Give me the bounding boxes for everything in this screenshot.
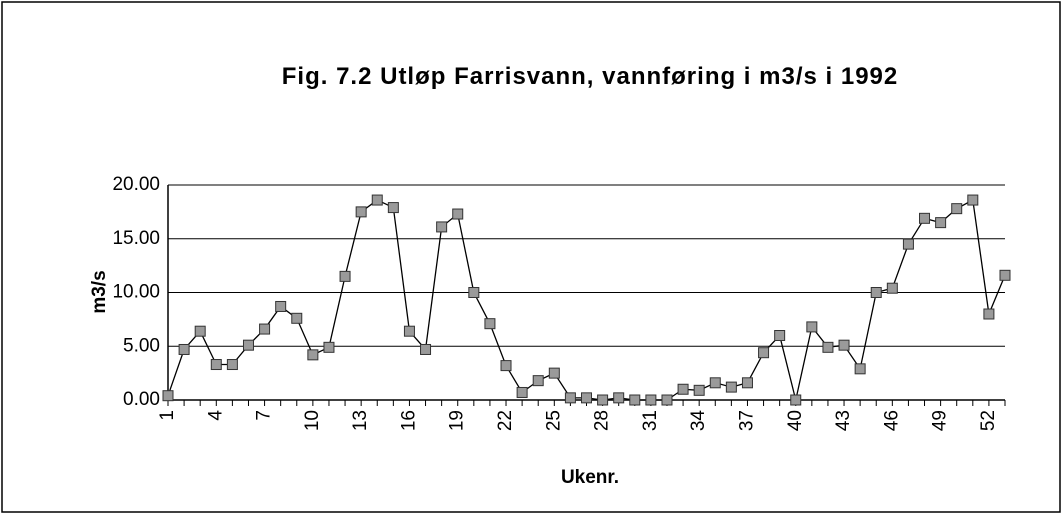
- x-tick-label: 19: [447, 410, 468, 431]
- x-tick-label: 25: [543, 410, 564, 431]
- marker: [758, 347, 770, 359]
- marker: [387, 202, 399, 214]
- marker: [693, 384, 705, 396]
- marker: [259, 323, 271, 335]
- marker: [484, 318, 496, 330]
- marker: [870, 287, 882, 298]
- x-tick-label: 43: [833, 410, 854, 431]
- marker: [661, 394, 673, 406]
- x-tick-label: 34: [688, 410, 709, 432]
- x-tick-label: 52: [978, 410, 999, 431]
- marker: [548, 367, 560, 379]
- marker: [613, 392, 625, 404]
- marker: [581, 392, 592, 404]
- marker: [500, 360, 512, 372]
- marker: [532, 375, 544, 387]
- x-tick-label: 46: [881, 410, 902, 431]
- marker: [597, 394, 609, 406]
- x-tick-label: 13: [350, 410, 371, 431]
- marker: [774, 330, 786, 341]
- marker: [935, 217, 947, 229]
- marker: [436, 221, 448, 233]
- marker: [516, 386, 528, 398]
- y-tick-label: 15.00: [112, 228, 160, 249]
- marker: [951, 203, 963, 215]
- marker: [854, 363, 866, 375]
- marker: [741, 377, 753, 389]
- marker: [919, 212, 931, 224]
- marker: [339, 270, 351, 282]
- y-tick-label: 0.00: [123, 389, 160, 410]
- y-tick-label: 20.00: [112, 174, 160, 195]
- marker: [275, 300, 287, 312]
- x-tick-label: 40: [785, 410, 806, 431]
- x-tick-label: 31: [640, 410, 661, 431]
- x-tick-label: 10: [302, 410, 323, 431]
- y-axis-label: m3/s: [89, 270, 110, 313]
- marker: [983, 308, 995, 320]
- marker: [194, 325, 206, 337]
- marker: [886, 282, 898, 294]
- x-tick-label: 1: [157, 410, 178, 421]
- marker: [226, 359, 238, 371]
- marker: [178, 343, 190, 355]
- marker: [822, 341, 834, 353]
- marker: [403, 325, 415, 337]
- marker: [677, 383, 689, 395]
- marker: [725, 381, 737, 393]
- chart-title: Fig. 7.2 Utløp Farrisvann, vannføring i …: [281, 63, 899, 90]
- marker: [967, 194, 979, 206]
- marker: [452, 208, 464, 220]
- marker: [806, 321, 818, 333]
- marker: [645, 394, 657, 406]
- y-tick-label: 5.00: [123, 335, 160, 356]
- marker: [629, 394, 641, 406]
- x-tick-label: 28: [592, 410, 613, 431]
- marker: [468, 287, 480, 298]
- marker: [564, 392, 576, 404]
- marker: [838, 339, 850, 351]
- marker: [162, 390, 174, 402]
- marker: [371, 194, 383, 206]
- x-axis-label: Ukenr.: [561, 467, 619, 488]
- x-tick-label: 7: [254, 410, 275, 421]
- marker: [291, 312, 303, 324]
- marker: [790, 394, 802, 406]
- marker: [323, 341, 335, 353]
- x-tick-label: 37: [736, 410, 757, 431]
- marker: [307, 349, 319, 361]
- x-tick-label: 49: [930, 410, 951, 431]
- y-tick-label: 10.00: [112, 282, 160, 303]
- marker: [355, 206, 367, 218]
- x-tick-label: 22: [495, 410, 516, 431]
- x-tick-label: 16: [398, 410, 419, 431]
- x-tick-label: 4: [205, 410, 226, 421]
- marker: [210, 359, 222, 371]
- marker: [902, 238, 914, 250]
- marker: [242, 339, 254, 351]
- marker: [420, 343, 432, 355]
- marker: [709, 377, 721, 389]
- marker: [999, 269, 1011, 281]
